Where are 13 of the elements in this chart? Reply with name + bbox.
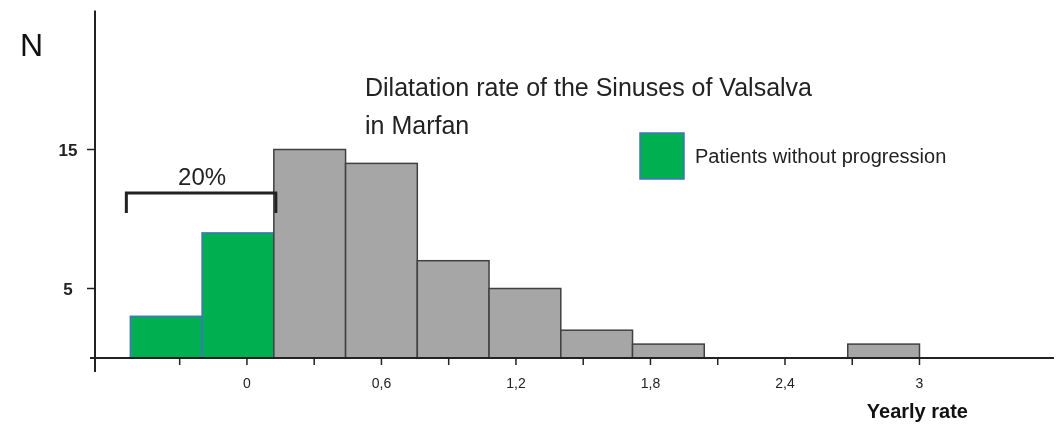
y-axis-title: N — [20, 27, 44, 63]
x-axis-title: Yearly rate — [866, 400, 968, 422]
text: Dilatation rate of the Sinuses of Valsalva in Marfan — [365, 73, 813, 139]
annotation: 20% — [178, 162, 227, 190]
x-tick-label: 2,4 — [775, 375, 795, 391]
x-tick-label: 1,8 — [640, 375, 661, 391]
legend-label: Patients without progression — [695, 145, 947, 167]
x-tick-label: 0 — [243, 375, 252, 391]
x-tick-label: 0,6 — [371, 375, 392, 391]
x-tick-label: 3 — [915, 375, 924, 391]
y-tick-label: 5 — [63, 279, 73, 299]
y-tick-label: 15 — [58, 140, 78, 160]
x-tick-label: 1,2 — [506, 375, 526, 391]
